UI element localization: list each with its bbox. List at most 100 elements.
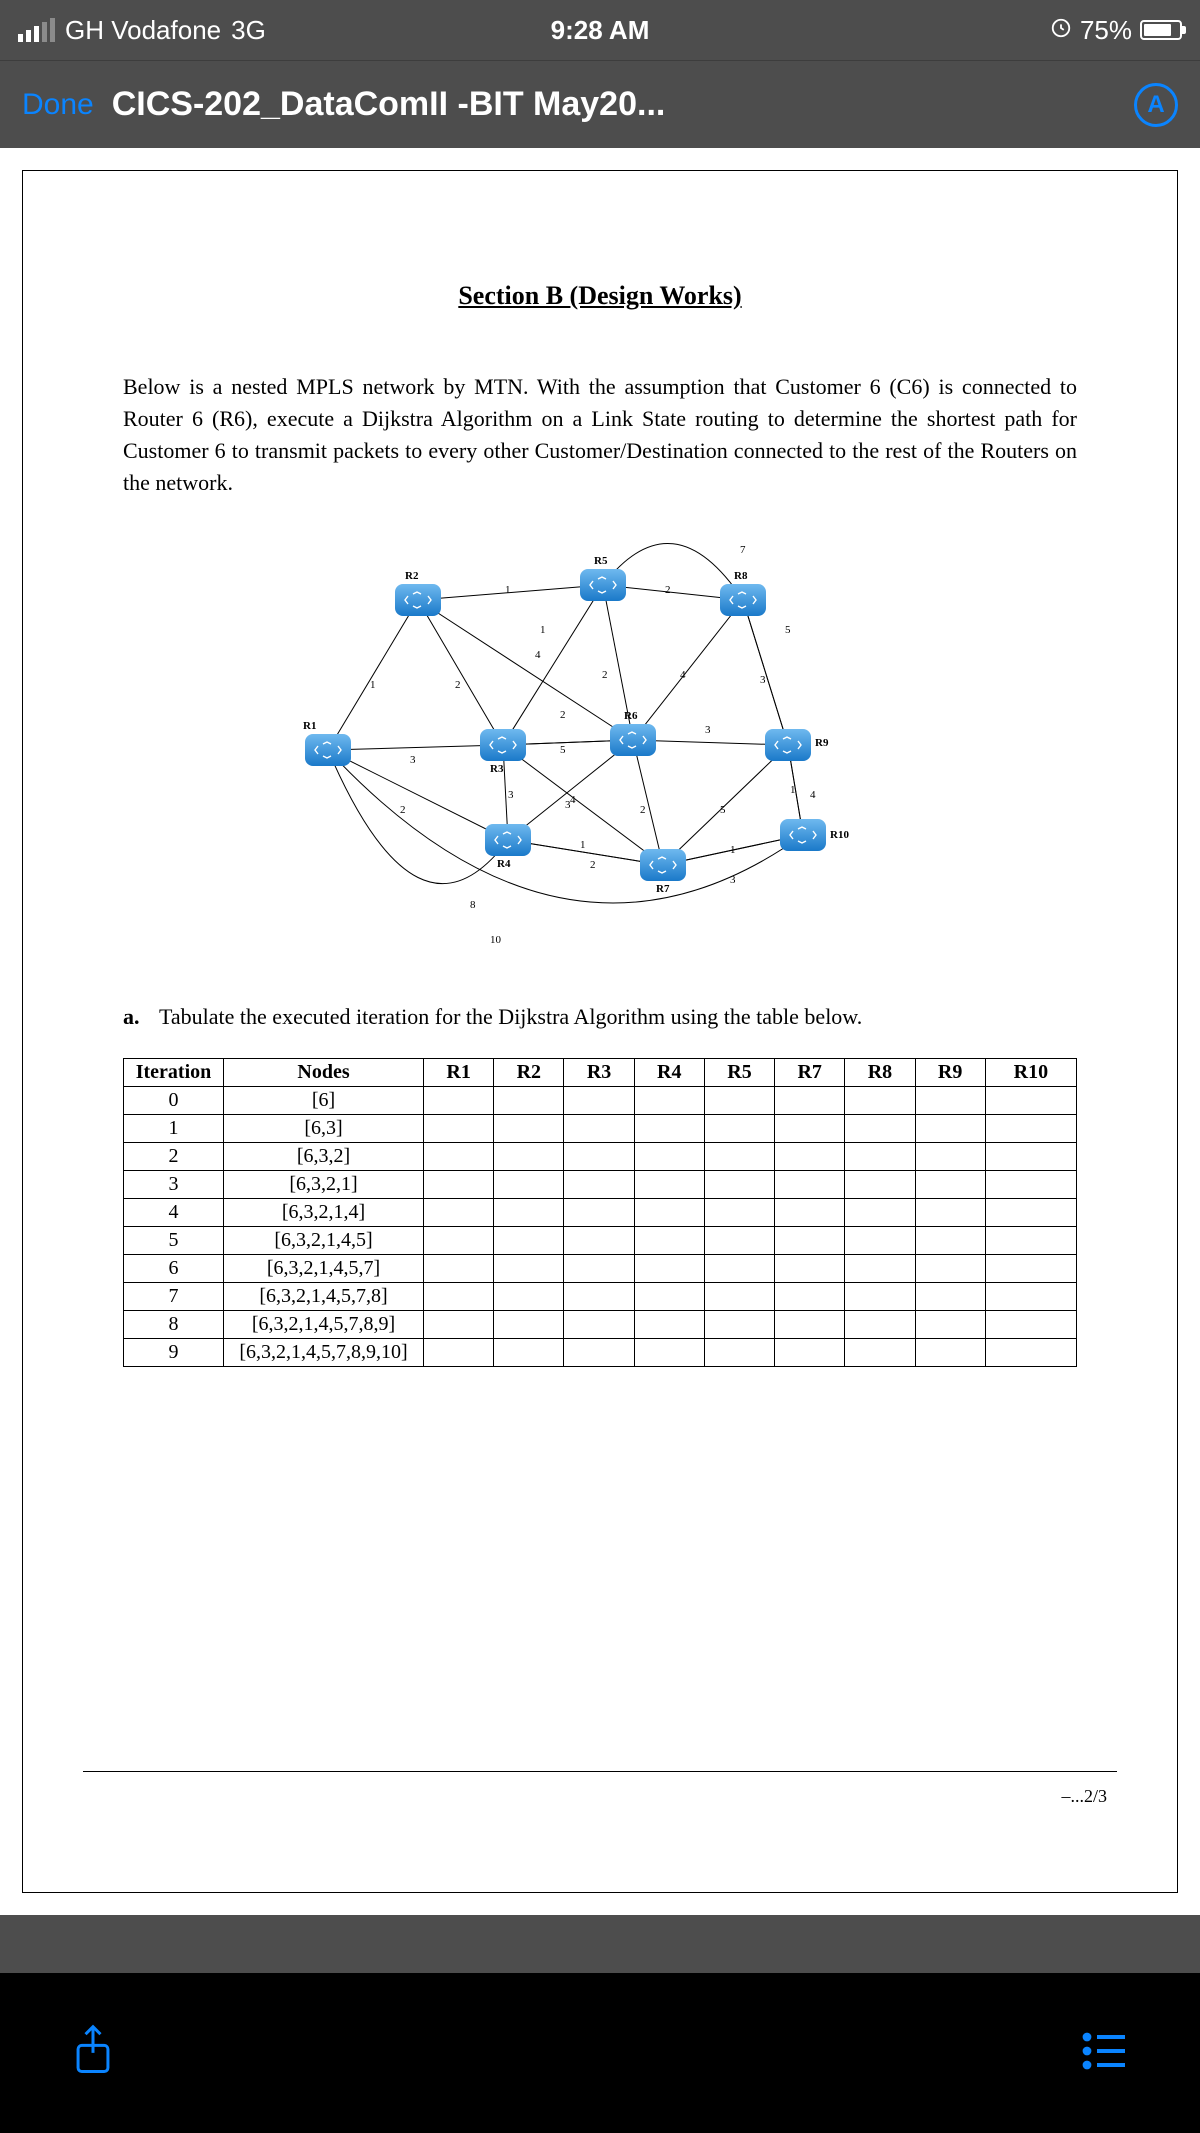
table-cell: [424, 1142, 494, 1170]
document-title: CICS-202_DataComII -BIT May20...: [112, 85, 1116, 124]
done-button[interactable]: Done: [22, 88, 94, 122]
table-cell: [915, 1114, 985, 1142]
table-cell: [634, 1086, 704, 1114]
router-label: R5: [594, 555, 607, 567]
table-cell: [6,3,2,1,4,5,7,8]: [224, 1282, 424, 1310]
table-cell: [494, 1198, 564, 1226]
table-cell: [494, 1114, 564, 1142]
router-label: R8: [734, 570, 747, 582]
network-label: 3G: [231, 15, 266, 46]
battery-percent: 75%: [1080, 15, 1132, 46]
table-cell: [985, 1338, 1076, 1366]
edge-weight: 4: [680, 669, 686, 681]
lookup-button[interactable]: A: [1134, 83, 1178, 127]
table-cell: [704, 1282, 774, 1310]
table-cell: [564, 1142, 634, 1170]
table-cell: [564, 1282, 634, 1310]
router-node: [485, 824, 531, 856]
router-node: [640, 849, 686, 881]
table-cell: [424, 1114, 494, 1142]
table-cell: [845, 1142, 915, 1170]
edge-weight: 1: [580, 839, 586, 851]
table-cell: [845, 1310, 915, 1338]
table-cell: [6,3,2,1,4,5,7]: [224, 1254, 424, 1282]
table-cell: [634, 1198, 704, 1226]
page-number: –...2/3: [1061, 1786, 1107, 1807]
table-cell: [775, 1226, 845, 1254]
signal-icon: [18, 18, 55, 42]
table-cell: [704, 1310, 774, 1338]
router-label: R2: [405, 570, 418, 582]
table-cell: [424, 1086, 494, 1114]
table-cell: [494, 1226, 564, 1254]
table-cell: [634, 1226, 704, 1254]
share-button[interactable]: [70, 2023, 116, 2084]
document-viewport[interactable]: Section B (Design Works) Below is a nest…: [0, 148, 1200, 1915]
table-cell: [985, 1282, 1076, 1310]
edge-weight: 3: [760, 674, 766, 686]
table-row: 6[6,3,2,1,4,5,7]: [124, 1254, 1077, 1282]
edge-weight: 3: [410, 754, 416, 766]
question-letter: a.: [123, 1004, 145, 1030]
table-cell: 0: [124, 1086, 224, 1114]
edge-weight: 5: [785, 624, 791, 636]
table-cell: [704, 1198, 774, 1226]
table-cell: [634, 1338, 704, 1366]
table-header: Iteration: [124, 1058, 224, 1086]
table-cell: [704, 1114, 774, 1142]
status-bar: GH Vodafone 3G 9:28 AM 75%: [0, 0, 1200, 60]
edge-weight: 1: [540, 624, 546, 636]
table-header: R2: [494, 1058, 564, 1086]
table-cell: [845, 1338, 915, 1366]
edge-weight: 2: [590, 859, 596, 871]
table-cell: [424, 1198, 494, 1226]
table-cell: [564, 1170, 634, 1198]
table-cell: [424, 1338, 494, 1366]
router-node: [780, 819, 826, 851]
edge-weight: 1: [505, 584, 511, 596]
edge-weight: 2: [560, 709, 566, 721]
document-page: Section B (Design Works) Below is a nest…: [22, 170, 1178, 1893]
table-row: 4[6,3,2,1,4]: [124, 1198, 1077, 1226]
table-cell: [845, 1114, 915, 1142]
question-text: Tabulate the executed iteration for the …: [159, 1004, 862, 1030]
edge-weight: 1: [790, 784, 796, 796]
table-cell: [494, 1254, 564, 1282]
table-cell: [775, 1142, 845, 1170]
table-cell: [564, 1198, 634, 1226]
edge-weight: 2: [455, 679, 461, 691]
table-cell: [985, 1142, 1076, 1170]
carrier-label: GH Vodafone: [65, 15, 221, 46]
table-cell: [634, 1282, 704, 1310]
edge-weight: 2: [665, 584, 671, 596]
table-row: 8[6,3,2,1,4,5,7,8,9]: [124, 1310, 1077, 1338]
table-cell: [704, 1338, 774, 1366]
table-cell: [704, 1142, 774, 1170]
table-cell: [915, 1142, 985, 1170]
table-cell: [424, 1226, 494, 1254]
separator-strip: [0, 1915, 1200, 1973]
table-cell: [704, 1170, 774, 1198]
router-label: R6: [624, 710, 637, 722]
table-header: R7: [775, 1058, 845, 1086]
table-cell: [494, 1338, 564, 1366]
table-cell: [845, 1282, 915, 1310]
table-cell: [985, 1114, 1076, 1142]
list-button[interactable]: [1080, 2031, 1130, 2076]
edge-weight: 4: [570, 794, 576, 806]
intro-paragraph: Below is a nested MPLS network by MTN. W…: [123, 371, 1077, 499]
edge-weight: 2: [602, 669, 608, 681]
table-cell: [985, 1310, 1076, 1338]
router-node: [610, 724, 656, 756]
table-cell: [985, 1254, 1076, 1282]
table-cell: 8: [124, 1310, 224, 1338]
table-cell: [775, 1170, 845, 1198]
table-row: 2[6,3,2]: [124, 1142, 1077, 1170]
table-header: R10: [985, 1058, 1076, 1086]
table-cell: [775, 1086, 845, 1114]
edge-weight: 3: [705, 724, 711, 736]
table-cell: [915, 1086, 985, 1114]
table-cell: [494, 1170, 564, 1198]
table-cell: [704, 1254, 774, 1282]
table-cell: [6,3,2,1]: [224, 1170, 424, 1198]
